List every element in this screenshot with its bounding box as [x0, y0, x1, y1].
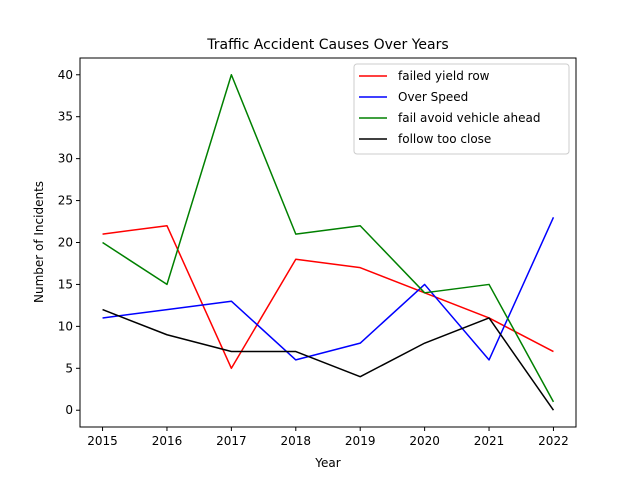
legend-entry: Over Speed — [398, 90, 468, 104]
x-tick-label: 2020 — [409, 434, 440, 448]
x-tick-label: 2015 — [87, 434, 118, 448]
x-tick-label: 2016 — [152, 434, 183, 448]
legend-entry: failed yield row — [398, 69, 490, 83]
y-tick-label: 35 — [58, 110, 73, 124]
y-tick-label: 5 — [65, 361, 73, 375]
legend-entry: follow too close — [398, 132, 491, 146]
x-axis-label: Year — [314, 456, 340, 470]
x-tick-label: 2022 — [538, 434, 569, 448]
y-tick-label: 40 — [58, 68, 73, 82]
legend-entry: fail avoid vehicle ahead — [398, 111, 541, 125]
series-line-3 — [102, 308, 555, 411]
y-tick-label: 25 — [58, 194, 73, 208]
x-tick-label: 2021 — [474, 434, 505, 448]
y-tick-label: 10 — [58, 319, 73, 333]
series-line-1 — [102, 217, 555, 361]
x-tick-label: 2017 — [216, 434, 247, 448]
y-tick-label: 0 — [65, 403, 73, 417]
series-line-2 — [102, 74, 555, 403]
legend: failed yield row Over Speed fail avoid veh… — [353, 63, 570, 155]
y-tick-label: 30 — [58, 152, 73, 166]
y-tick-label: 15 — [58, 277, 73, 291]
x-tick-label: 2018 — [281, 434, 312, 448]
y-tick-label: 20 — [58, 236, 73, 250]
y-axis: 0 5 10 15 20 25 30 35 40 — [58, 68, 80, 417]
y-axis-label: Number of Incidents — [32, 181, 46, 303]
plot-area — [102, 74, 555, 411]
legend-box — [353, 63, 570, 155]
x-axis: 2015 2016 2017 2018 2019 2020 2021 2022 — [87, 427, 569, 448]
chart-title: Traffic Accident Causes Over Years — [206, 37, 448, 53]
x-tick-label: 2019 — [345, 434, 376, 448]
